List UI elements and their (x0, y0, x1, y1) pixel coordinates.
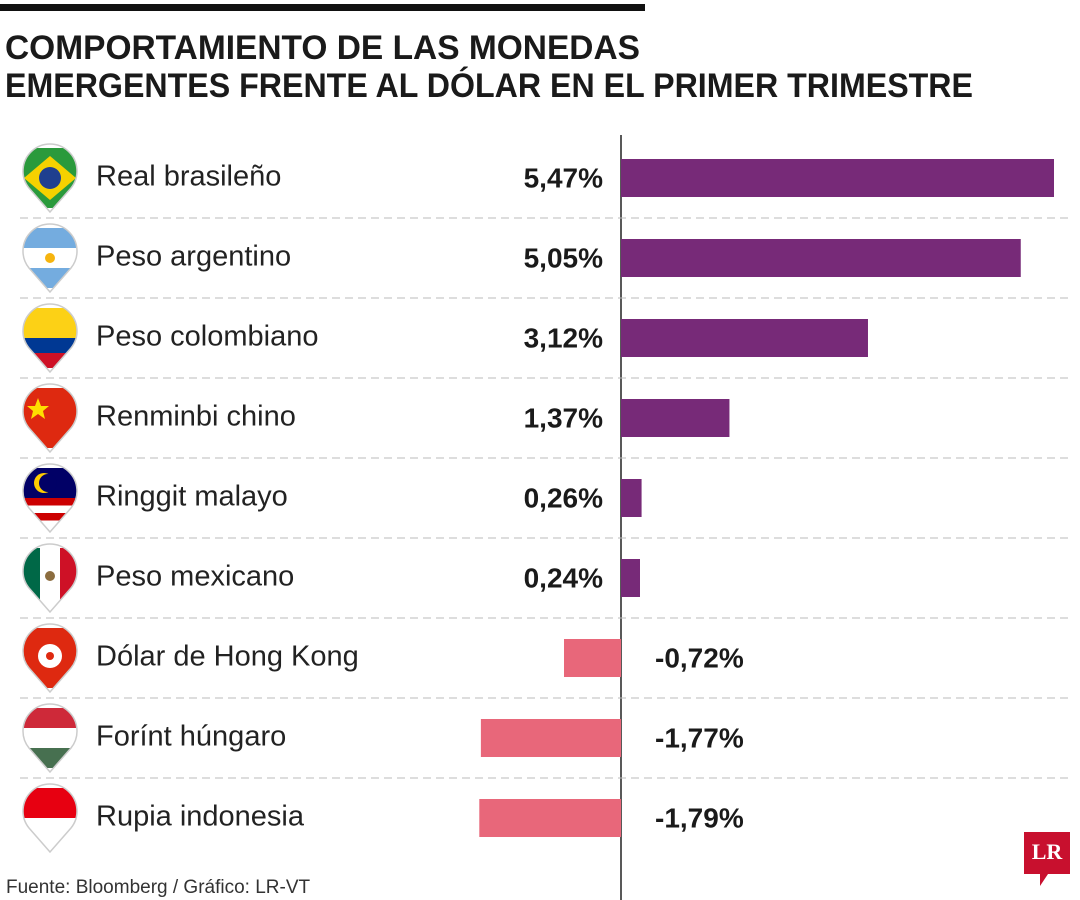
flag-part (23, 788, 77, 818)
value-label: -0,72% (655, 642, 744, 673)
bar (621, 399, 730, 437)
flag-part (39, 474, 57, 492)
flag-icon (23, 468, 77, 528)
value-label: 5,05% (524, 242, 603, 273)
logo: LR (1024, 832, 1070, 886)
flag-icon (23, 708, 77, 768)
flag-outline (22, 303, 78, 374)
flag-outline (22, 463, 78, 534)
value-label: -1,77% (655, 722, 744, 753)
value-label: 3,12% (524, 322, 603, 353)
flag-outline (22, 623, 78, 694)
category-label: Peso argentino (96, 241, 291, 273)
flag-part (23, 748, 77, 768)
flag-part (45, 571, 55, 581)
flag-icon (23, 308, 77, 368)
chart-title: EMERGENTES FRENTE AL DÓLAR EN EL PRIMER … (5, 67, 973, 105)
logo-badge (1024, 832, 1070, 886)
flag-outline (22, 543, 78, 614)
flag-part (23, 708, 77, 728)
bar (480, 719, 621, 757)
bar (479, 799, 621, 837)
flag-icon (23, 148, 77, 208)
value-label: 0,24% (524, 562, 603, 593)
category-label: Forínt húngaro (96, 721, 286, 753)
flag-part (23, 228, 77, 248)
category-label: Dólar de Hong Kong (96, 641, 359, 673)
flag-part (23, 388, 77, 448)
flag-icon (23, 628, 77, 688)
flag-part (23, 520, 77, 528)
bar (621, 319, 868, 357)
logo-text: LR (1032, 839, 1064, 864)
flag-part (23, 818, 77, 848)
bar (621, 559, 640, 597)
flag-part (46, 652, 54, 660)
flag-outline (22, 143, 78, 214)
flag-icon (23, 548, 77, 608)
value-label: 0,26% (524, 482, 603, 513)
flag-part (39, 167, 61, 189)
category-label: Ringgit malayo (96, 481, 288, 513)
flag-part (23, 505, 77, 513)
flag-outline (22, 223, 78, 294)
flag-part (45, 253, 55, 263)
value-label: 5,47% (524, 162, 603, 193)
flag-part (23, 728, 77, 748)
flag-part (27, 398, 49, 419)
flag-outline (22, 703, 78, 774)
flag-part (23, 498, 77, 506)
bar (564, 639, 621, 677)
flag-part (23, 308, 77, 338)
source-note: Fuente: Bloomberg / Gráfico: LR-VT (6, 877, 311, 898)
flag-outline (22, 383, 78, 454)
top-rule (0, 4, 645, 11)
flag-outline (22, 783, 78, 854)
bar (621, 239, 1021, 277)
flag-part (23, 548, 40, 608)
category-label: Rupia indonesia (96, 801, 305, 833)
flag-part (60, 548, 77, 608)
category-label: Peso colombiano (96, 321, 318, 353)
flag-part (23, 353, 77, 368)
category-label: Peso mexicano (96, 561, 294, 593)
bar (621, 159, 1054, 197)
value-label: 1,37% (524, 402, 603, 433)
flag-icon (23, 788, 77, 848)
flag-part (23, 513, 77, 521)
bar (621, 479, 642, 517)
value-label: -1,79% (655, 802, 744, 833)
flag-icon (23, 388, 77, 448)
category-label: Renminbi chino (96, 401, 296, 433)
flag-icon (23, 228, 77, 288)
chart-title: COMPORTAMIENTO DE LAS MONEDAS (5, 29, 640, 67)
category-label: Real brasileño (96, 161, 281, 193)
flag-part (23, 338, 77, 353)
flag-part (23, 268, 77, 288)
